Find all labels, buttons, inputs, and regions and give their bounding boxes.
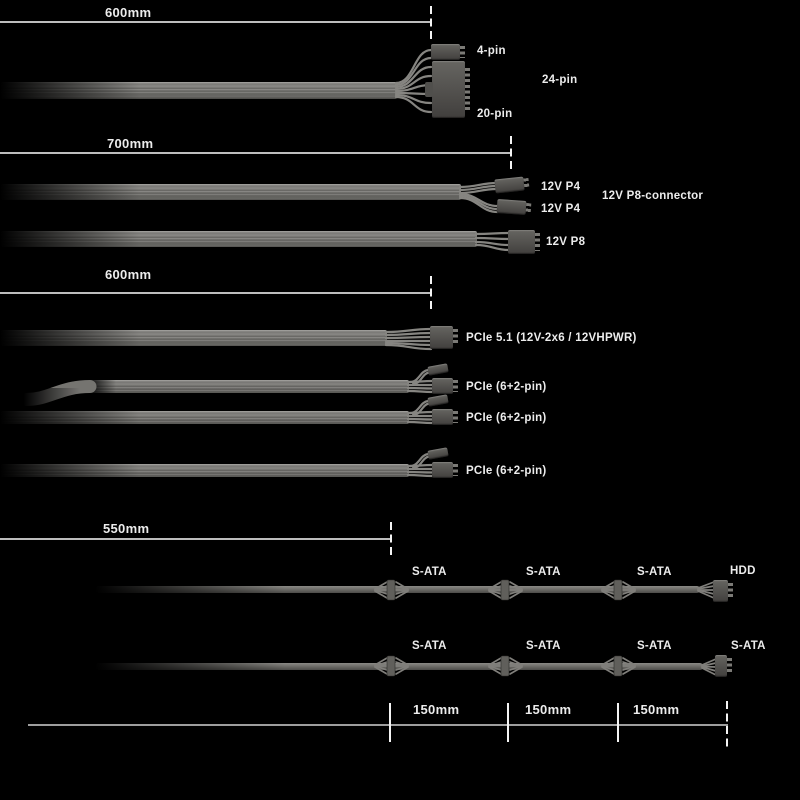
measure-line-cpu xyxy=(0,152,510,154)
atx-20pin-connector xyxy=(425,61,470,118)
pcie1-2pin-connector xyxy=(427,363,449,376)
atx-wire-fan xyxy=(394,48,433,114)
pcie5-12vhpwr-connector xyxy=(430,326,458,349)
measure-tick-atx xyxy=(430,6,432,39)
pcie1-label: PCIe (6+2-pin) xyxy=(466,381,547,393)
hdd-wire-fan xyxy=(697,581,715,599)
sata2-end-connector xyxy=(715,655,732,677)
hdd-molex-connector xyxy=(713,580,733,602)
pcie5-wire-fan xyxy=(384,327,433,351)
measure-line-sata xyxy=(0,538,390,540)
sata2-label-3: S-ATA xyxy=(637,640,672,652)
atx-24pin-label: 24-pin xyxy=(542,74,578,86)
pcie-cable-1 xyxy=(86,380,409,393)
cpu-p4-connector-bottom xyxy=(496,199,527,215)
segment-tick-end xyxy=(726,701,728,747)
hdd-label: HDD xyxy=(730,565,756,577)
sata2-label-1: S-ATA xyxy=(412,640,447,652)
cpu-p4-wire-split xyxy=(458,181,500,214)
cpu-p4-cable xyxy=(0,184,461,200)
measure-line-atx xyxy=(0,21,430,23)
sata-cable-2 xyxy=(95,663,703,670)
atx-4pin-connector xyxy=(431,44,465,60)
sata2-end-wire-fan xyxy=(701,658,717,676)
atx-4pin-label: 4-pin xyxy=(477,45,506,57)
pcie3-2pin-connector xyxy=(427,447,449,460)
atx-20pin-label: 20-pin xyxy=(477,108,513,120)
pcie2-6pin-connector xyxy=(432,409,458,425)
cpu-p4-connector-top xyxy=(494,176,525,194)
sata2-label-4: S-ATA xyxy=(731,640,766,652)
pcie3-6pin-connector xyxy=(432,462,458,478)
segment-label-1: 150mm xyxy=(413,702,460,717)
pcie1-start-fade xyxy=(8,388,80,408)
measure-tick-sata xyxy=(390,522,392,555)
segment-tick-1 xyxy=(389,703,391,742)
cpu-p8-wire-fan xyxy=(474,231,511,252)
atx-cable xyxy=(0,82,397,99)
pcie-cable-3 xyxy=(0,464,409,477)
sata-cable-1 xyxy=(95,586,700,593)
segment-label-3: 150mm xyxy=(633,702,680,717)
pcie5-label: PCIe 5.1 (12V-2x6 / 12VHPWR) xyxy=(466,332,637,344)
cpu-p8-cable xyxy=(0,231,477,247)
segment-scale-line xyxy=(28,724,728,726)
segment-label-2: 150mm xyxy=(525,702,572,717)
segment-tick-3 xyxy=(617,703,619,742)
pcie1-6pin-connector xyxy=(432,378,458,394)
sata2-label-2: S-ATA xyxy=(526,640,561,652)
pcie2-2pin-connector xyxy=(427,394,449,407)
cpu-p4-label-bottom: 12V P4 xyxy=(541,203,581,215)
cpu-p4-label-top: 12V P4 xyxy=(541,181,581,193)
sata1-label-3: S-ATA xyxy=(637,566,672,578)
measure-line-pcie xyxy=(0,292,430,294)
cpu-p8-note-label: 12V P8-connector xyxy=(602,190,704,202)
measure-tick-pcie xyxy=(430,276,432,309)
pcie3-label: PCIe (6+2-pin) xyxy=(466,465,547,477)
sata-inline-connectors xyxy=(374,579,636,677)
cpu-p8-label: 12V P8 xyxy=(546,236,586,248)
measure-label-atx: 600mm xyxy=(105,5,152,20)
sata1-label-1: S-ATA xyxy=(412,566,447,578)
pcie-cable-2 xyxy=(0,411,409,424)
measure-label-pcie: 600mm xyxy=(105,267,152,282)
cpu-p8-connector xyxy=(508,230,540,254)
pcie2-label: PCIe (6+2-pin) xyxy=(466,412,547,424)
segment-tick-2 xyxy=(507,703,509,742)
measure-label-cpu: 700mm xyxy=(107,136,154,151)
pcie5-cable xyxy=(0,330,387,346)
measure-tick-cpu xyxy=(510,136,512,169)
sata1-label-2: S-ATA xyxy=(526,566,561,578)
measure-label-sata: 550mm xyxy=(103,521,150,536)
